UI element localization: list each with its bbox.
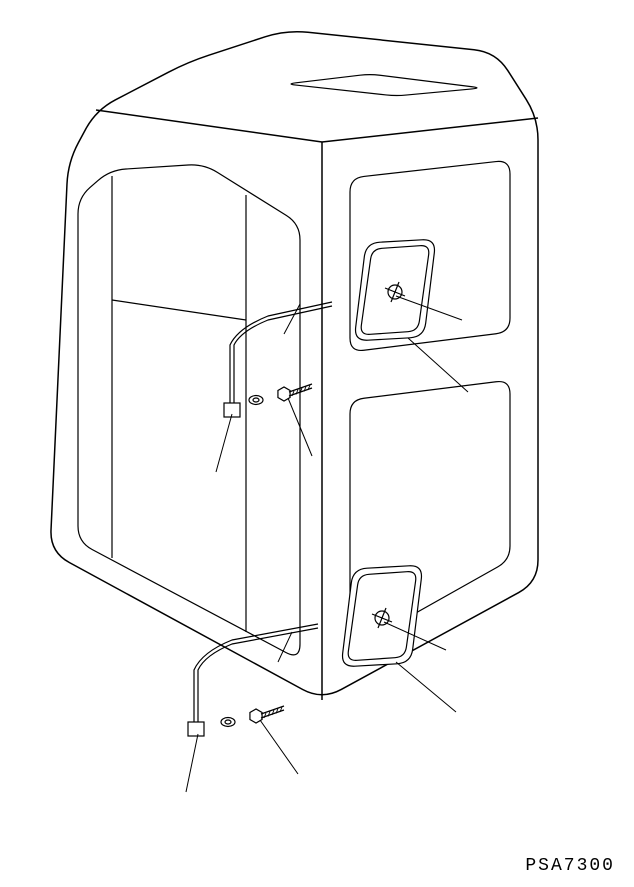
mirror-upper: [356, 240, 435, 340]
washer-lower-outer: [221, 718, 235, 727]
callout-lower-2: [260, 720, 298, 774]
roof-hatch: [291, 75, 477, 96]
mirror-upper-housing: [356, 240, 435, 340]
callout-lower-1: [396, 662, 456, 712]
mirror-stay-lower-foot: [188, 722, 204, 736]
cab-outline: [51, 32, 538, 695]
cab-roof-front-edge: [96, 110, 322, 142]
callout-lower-3: [186, 734, 198, 792]
callout-upper-4: [284, 304, 300, 334]
parts-diagram: PSA7300: [0, 0, 634, 887]
mirror-lower-housing: [343, 566, 422, 666]
washer-upper-outer: [249, 396, 263, 405]
front-window-mullion: [112, 300, 246, 320]
cab-roof-right-edge: [322, 118, 538, 142]
washer-lower: [221, 718, 235, 727]
callout-lower-4: [278, 632, 292, 662]
front-window-opening: [78, 165, 300, 655]
bolt-upper: [278, 384, 312, 401]
callout-upper-3: [216, 414, 232, 472]
washer-upper: [249, 396, 263, 405]
callout-upper-1: [408, 338, 468, 392]
drawing-code: PSA7300: [525, 856, 615, 876]
bolt-lower: [250, 706, 284, 723]
mirror-lower: [343, 566, 422, 666]
